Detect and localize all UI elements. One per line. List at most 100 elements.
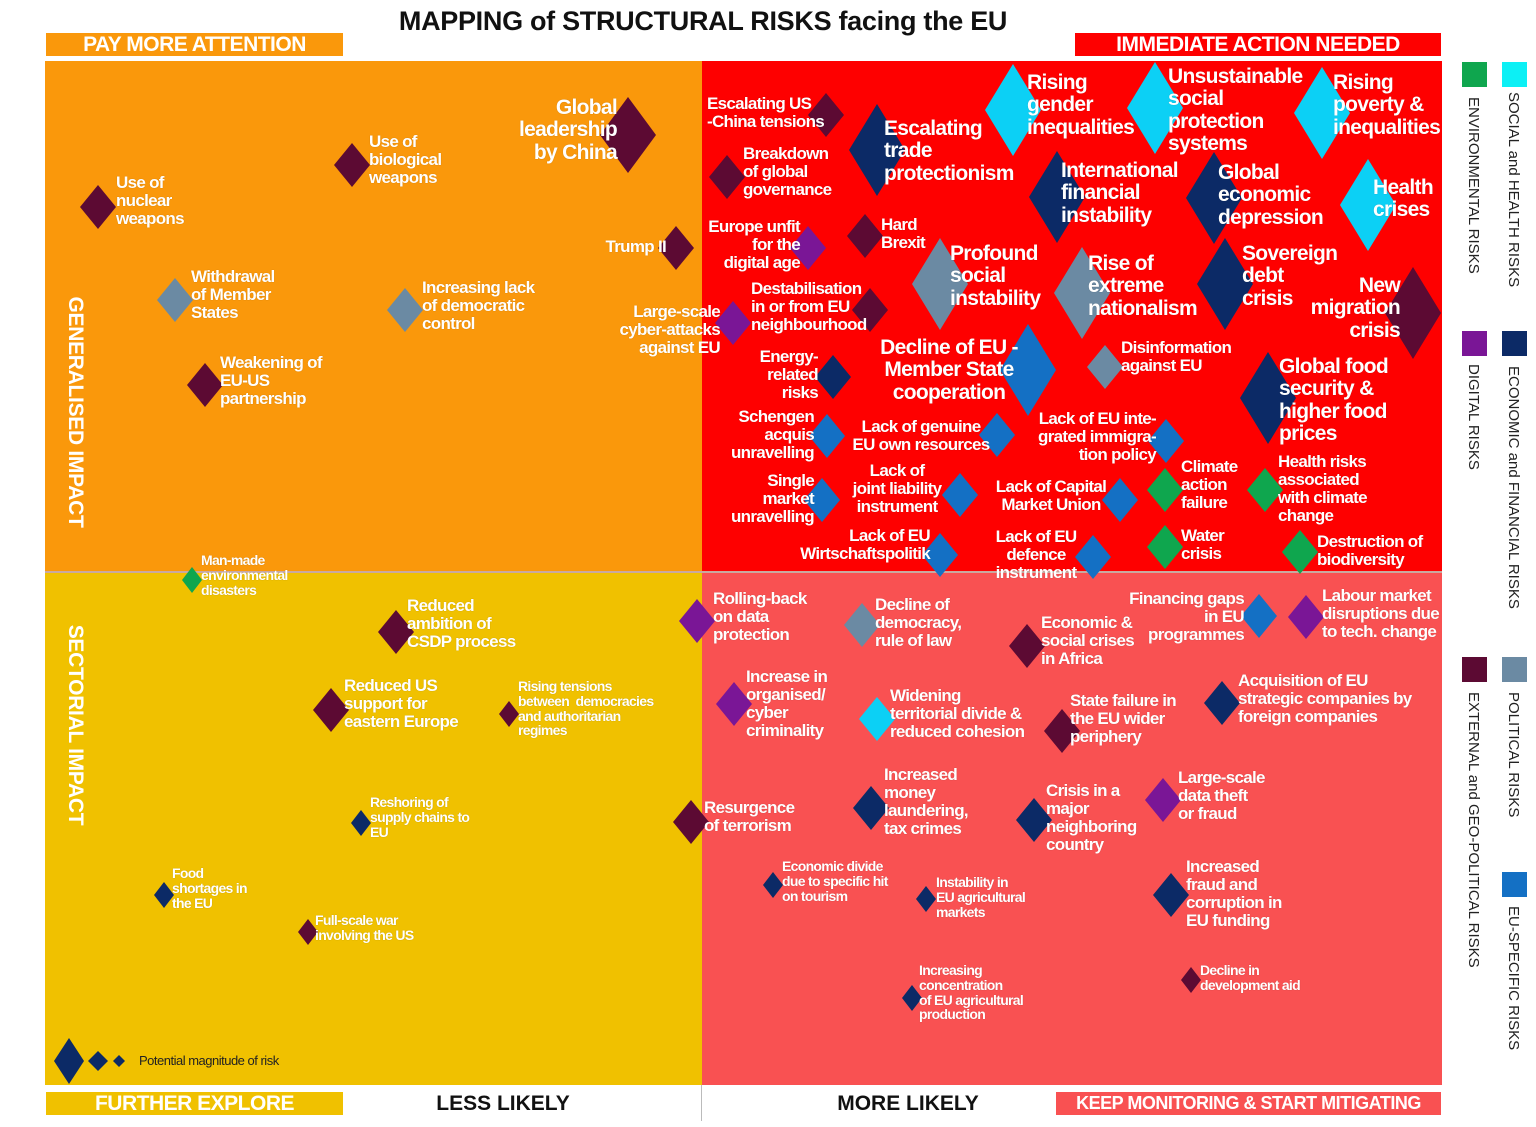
risk-label: Reduced US support for eastern Europe [344, 676, 459, 732]
risk-label: Water crisis [1181, 526, 1225, 564]
risk-label: Labour market disruptions due to tech. c… [1322, 586, 1440, 642]
risk-label: Rising gender inequalities [1027, 71, 1135, 139]
risk-diamond-icon [182, 567, 202, 593]
risk-label: Lack of joint liability instrument [852, 461, 942, 517]
risk-label: Breakdown of global governance [743, 144, 832, 200]
risk-label: Sovereign debt crisis [1242, 242, 1338, 310]
risk-label: Large-scale data theft or fraud [1178, 768, 1265, 824]
legend-swatch-political [1502, 657, 1527, 682]
risk-diamond-icon [902, 985, 922, 1011]
risk-label: Decline in development aid [1200, 962, 1301, 993]
risk-label: Full-scale war involving the US [315, 912, 414, 943]
risk-label: Increasing concentration of EU agricultu… [919, 962, 1024, 1023]
axis-more-likely: MORE LIKELY [837, 1092, 979, 1115]
legend-label-political: POLITICAL RISKS [1505, 692, 1522, 818]
risk-label: Health risks associated with climate cha… [1278, 452, 1368, 526]
legend-swatch-external [1462, 657, 1487, 682]
risk-diamond-icon [763, 872, 783, 898]
legend-swatch-digital [1462, 331, 1487, 356]
risk-label: Rolling-back on data protection [713, 589, 807, 645]
risk-label: Schengen acquis unravelling [731, 407, 815, 463]
risk-label: Economic divide due to specific hit on t… [782, 858, 888, 904]
axis-sectorial-impact: SECTORIAL IMPACT [64, 624, 87, 826]
risk-label: Man-made environmental disasters [201, 552, 288, 598]
small-diamond-icon [113, 1055, 125, 1067]
legend-label-economic: ECONOMIC and FINANCIAL RISKS [1505, 366, 1522, 609]
risk-label: Widening territorial divide & reduced co… [890, 686, 1025, 742]
legend-label-social: SOCIAL and HEALTH RISKS [1505, 92, 1522, 288]
medium-diamond-icon [88, 1051, 108, 1071]
risk-label: State failure in the EU wider periphery [1070, 691, 1177, 747]
risk-label: Lack of EU Wirtschaftspolitik [800, 526, 931, 564]
risk-label: New migration crisis [1310, 274, 1401, 342]
quadrant-bottom-left [45, 572, 702, 1085]
quadrant-top-left [45, 61, 702, 572]
risk-label: Destabilisation in or from EU neighbourh… [751, 279, 867, 335]
risk-label: Single market unravelling [731, 471, 815, 527]
tag-further-explore: FURTHER EXPLORE [46, 1092, 343, 1115]
risk-label: Destruction of biodiversity [1317, 532, 1423, 570]
risk-label: Decline of democracy, rule of law [875, 595, 962, 651]
risk-label: Decline of EU - Member State cooperation [880, 336, 1018, 404]
risk-label: Climate action failure [1181, 457, 1238, 513]
risk-label: Weakening of EU-US partnership [220, 353, 323, 409]
risk-label: Profound social instability [950, 242, 1041, 310]
risk-label: International financial instability [1061, 159, 1179, 227]
horizontal-divider [45, 571, 1442, 573]
risk-label: Disinformation against EU [1121, 338, 1232, 376]
tag-keep-monitoring: KEEP MONITORING & START MITIGATING [1056, 1092, 1441, 1115]
risk-label: Resurgence of terrorism [704, 798, 795, 836]
axis-generalised-impact: GENERALISED IMPACT [64, 296, 87, 528]
tag-immediate-action: IMMEDIATE ACTION NEEDED [1075, 33, 1441, 56]
risk-label: Trump II [605, 237, 666, 256]
risk-diamond-icon [916, 886, 936, 912]
risk-label: Financing gaps in EU programmes [1129, 589, 1245, 645]
risk-label: Economic & social crises in Africa [1041, 613, 1135, 669]
risk-label: Increase in organised/ cyber criminality [746, 667, 828, 741]
risk-label: Rise of extreme nationalism [1088, 252, 1198, 320]
legend-label-digital: DIGITAL RISKS [1465, 364, 1482, 470]
risk-label: Food shortages in the EU [172, 865, 248, 911]
risk-label: Use of biological weapons [369, 132, 442, 188]
risk-label: Health crises [1373, 176, 1434, 222]
risk-label: Withdrawal of Member States [191, 267, 275, 323]
risk-label: Instability in EU agricultural markets [936, 874, 1026, 920]
axis-less-likely: LESS LIKELY [436, 1092, 570, 1115]
legend-swatch-eu-specific [1502, 872, 1527, 897]
risk-diamond-icon [154, 882, 174, 908]
risk-label: Lack of Capital Market Union [995, 477, 1107, 515]
axis-divider [701, 1085, 702, 1121]
risk-label: Global economic depression [1218, 161, 1324, 229]
risk-diamond-icon [499, 701, 519, 727]
quadrant-bottom-right [702, 572, 1442, 1085]
risk-label: Global food security & higher food price… [1279, 355, 1389, 445]
legend-label-external: EXTERNAL and GEO-POLITICAL RISKS [1465, 692, 1482, 968]
risk-diamond-icon [298, 919, 318, 945]
risk-label: Large-scale cyber-attacks against EU [619, 302, 720, 358]
risk-label: Lack of genuine EU own resources [852, 417, 990, 455]
risk-label: Use of nuclear weapons [116, 173, 185, 229]
risk-label: Hard Brexit [881, 215, 926, 253]
risk-label: Reduced ambition of CSDP process [407, 596, 516, 652]
legend-swatch-environmental [1462, 62, 1487, 87]
risk-label: Rising poverty & inequalities [1333, 71, 1441, 139]
legend-swatch-economic [1502, 331, 1527, 356]
risk-label: Unsustainable social protection systems [1168, 65, 1303, 155]
risk-label: Increased money laundering, tax crimes [884, 765, 969, 839]
page-title: MAPPING of STRUCTURAL RISKS facing the E… [398, 6, 1008, 36]
risk-label: Reshoring of supply chains to EU [370, 794, 470, 840]
risk-label: Rising tensions between democracies and … [518, 678, 654, 739]
risk-label: Global leadership by China [518, 96, 618, 164]
risk-label: Energy- related risks [759, 347, 819, 403]
legend-label-eu-specific: EU-SPECIFIC RISKS [1505, 906, 1522, 1051]
risk-label: Lack of EU defence instrument [995, 527, 1078, 583]
legend-swatch-social [1502, 62, 1527, 87]
risk-label: Increased fraud and corruption in EU fun… [1186, 857, 1282, 931]
risk-label: Escalating trade protectionism [884, 117, 1014, 185]
risk-label: Europe unfit for the digital age [708, 217, 800, 273]
risk-diamond-icon [351, 810, 371, 836]
legend-label-environmental: ENVIRONMENTAL RISKS [1465, 97, 1482, 274]
risk-label: Acquisition of EU strategic companies by… [1238, 671, 1412, 727]
risk-label: Increasing lack of democratic control [422, 278, 535, 334]
risk-label: Lack of EU inte- grated immigra- tion po… [1038, 409, 1157, 465]
